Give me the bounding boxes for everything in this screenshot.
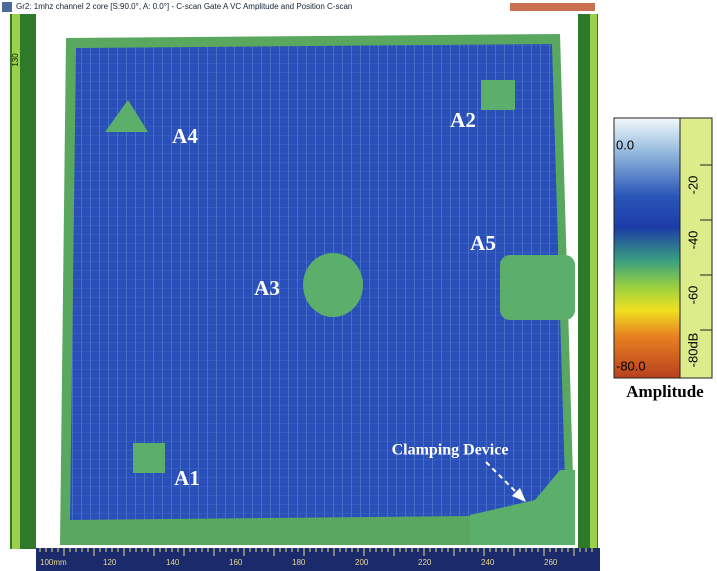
- colorbar-bottom-label: -80.0: [616, 358, 646, 373]
- annotation: Clamping Device: [392, 442, 509, 459]
- colorbar: [614, 118, 680, 378]
- right-ruler-strip: [590, 14, 597, 549]
- defect-a2: [481, 80, 515, 110]
- scale-label: -40: [685, 231, 700, 250]
- page: Gr2: 1mhz channel 2 core [S:90.0°, A: 0.…: [0, 0, 717, 571]
- region-label: A1: [174, 466, 200, 490]
- ruler-label: 120: [103, 558, 117, 567]
- ruler-label: 240: [481, 558, 495, 567]
- window-icon: [2, 2, 12, 12]
- title-colorbar: [510, 3, 595, 11]
- ruler-label: 200: [355, 558, 369, 567]
- colorbar-title: Amplitude: [626, 382, 704, 401]
- region-label: A5: [470, 231, 496, 255]
- region-label: A3: [254, 276, 280, 300]
- region-label: A2: [450, 108, 476, 132]
- defect-a1: [133, 443, 165, 473]
- bottom-ruler: [36, 548, 600, 571]
- left-ruler-label: 130: [11, 53, 20, 67]
- title-text: Gr2: 1mhz channel 2 core [S:90.0°, A: 0.…: [16, 2, 352, 11]
- scale-label: -60: [685, 286, 700, 305]
- colorbar-top-label: 0.0: [616, 137, 634, 152]
- scale-label: -20: [685, 176, 700, 195]
- ruler-label: 260: [544, 558, 558, 567]
- scale-label: -80dB: [685, 333, 700, 368]
- left-ruler-strip: [12, 14, 20, 549]
- ruler-label: 220: [418, 558, 432, 567]
- ruler-label: 160: [229, 558, 243, 567]
- ruler-label: 100mm: [40, 558, 67, 567]
- ruler-label: 140: [166, 558, 180, 567]
- defect-a5: [500, 255, 575, 320]
- region-label: A4: [172, 124, 198, 148]
- ruler-label: 180: [292, 558, 306, 567]
- defect-a3: [303, 253, 363, 317]
